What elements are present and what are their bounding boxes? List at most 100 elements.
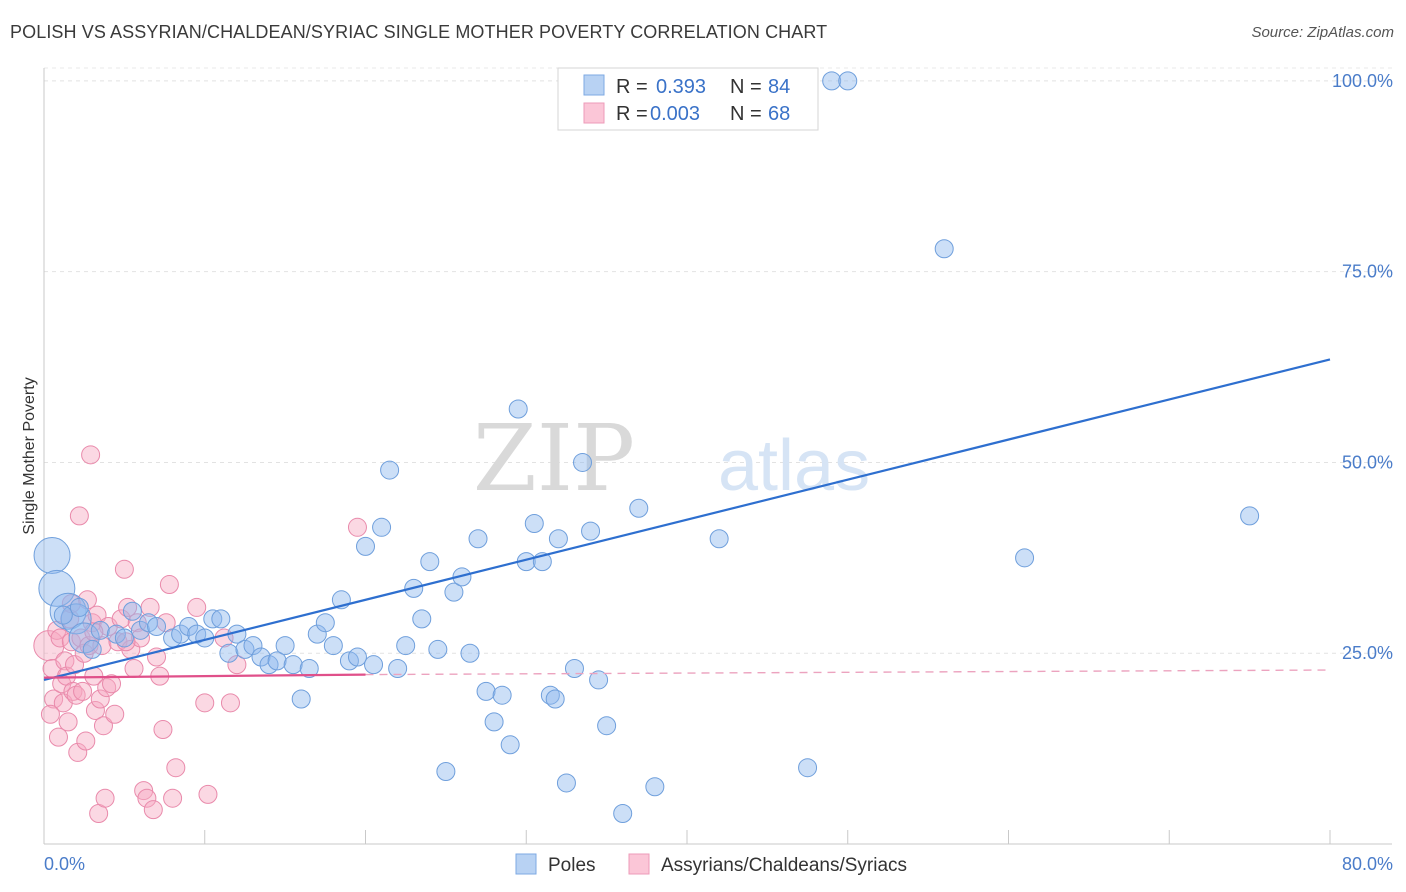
gridlines	[44, 67, 1392, 654]
poles-point-71	[645, 777, 665, 797]
poles-point-73	[798, 758, 818, 778]
legend-r-value-poles: 0.393	[656, 76, 706, 98]
poles-point-83	[69, 597, 89, 617]
assyrians-point-64	[48, 727, 68, 747]
poles-point-62	[548, 529, 568, 549]
poles-point-23	[243, 636, 263, 656]
assyrians-point-20	[76, 731, 96, 751]
poles-point-47	[436, 762, 456, 782]
legend-r-label-poles: R =	[616, 76, 648, 98]
y-tick-label-3: 100.0%	[1332, 71, 1393, 91]
poles-point-72	[709, 529, 729, 549]
poles-point-24	[251, 647, 271, 667]
y-tick-labels: 25.0% 50.0% 75.0% 100.0%	[1332, 71, 1393, 663]
poles-point-40	[380, 460, 400, 480]
assyrians-point-9	[58, 712, 78, 732]
assyrians-trend-line	[43, 673, 366, 679]
poles-point-29	[299, 658, 319, 678]
assyrians-point-7	[55, 651, 75, 671]
y-tick-label-0: 25.0%	[1342, 643, 1393, 663]
assyrians-point-61	[227, 655, 247, 675]
poles-point-78	[1240, 506, 1260, 526]
poles-point-58	[524, 513, 544, 533]
poles-point-52	[476, 681, 496, 701]
assyrians-point-45	[134, 781, 154, 801]
assyrians-point-32	[95, 788, 115, 808]
poles-point-65	[573, 452, 593, 472]
poles-point-36	[347, 647, 367, 667]
assyrians-point-18	[73, 681, 93, 701]
poles-point-6	[90, 620, 110, 640]
axes	[43, 68, 1392, 845]
assyrians-point-60	[220, 693, 240, 713]
poles-point-48	[444, 582, 464, 602]
poles-point-19	[211, 609, 231, 629]
legend-n-label-poles: N =	[730, 76, 762, 98]
poles-point-63	[556, 773, 576, 793]
bottom-legend-label-assyrians: Assyrians/Chaldeans/Syriacs	[661, 855, 907, 876]
bottom-legend-swatch-assyrians	[628, 853, 650, 875]
poles-point-70	[629, 498, 649, 518]
poles-point-42	[396, 636, 416, 656]
assyrians-point-62	[347, 517, 367, 537]
poles-trend-line	[43, 358, 1331, 681]
poles-point-8	[114, 628, 134, 648]
assyrians-point-58	[198, 784, 218, 804]
poles-point-66	[581, 521, 601, 541]
poles-point-20	[219, 643, 239, 663]
assyrians-point-31	[93, 716, 113, 736]
poles-point-38	[364, 655, 384, 675]
poles-point-2	[49, 592, 87, 630]
legend-box: R = 0.393 N = 84 R = 0.003 N = 68	[557, 67, 819, 131]
poles-point-77	[1015, 548, 1035, 568]
assyrians-point-53	[159, 575, 179, 595]
bottom-legend-swatch-poles	[515, 853, 537, 875]
poles-point-69	[613, 803, 633, 823]
assyrians-point-44	[130, 628, 150, 648]
poles-point-5	[82, 639, 102, 659]
chart-title: POLISH VS ASSYRIAN/CHALDEAN/SYRIAC SINGL…	[10, 22, 828, 42]
y-axis-label: Single Mother Poverty	[21, 377, 38, 534]
assyrians-point-12	[63, 681, 83, 701]
poles-point-27	[275, 636, 295, 656]
poles-point-33	[323, 636, 343, 656]
poles-point-53	[484, 712, 504, 732]
poles-point-12	[147, 617, 167, 637]
bottom-legend-label-poles: Poles	[548, 855, 596, 876]
poles-point-67	[589, 670, 609, 690]
poles-point-28	[283, 655, 303, 675]
assyrians-point-0	[33, 630, 65, 662]
poles-point-14	[171, 624, 191, 644]
assyrians-point-57	[195, 693, 215, 713]
x-tick-label-min: 0.0%	[44, 854, 85, 874]
poles-point-76	[934, 239, 954, 259]
assyrians-point-51	[153, 720, 173, 740]
poles-point-54	[492, 685, 512, 705]
poles-point-32	[315, 613, 335, 633]
poles-point-1	[38, 569, 76, 607]
assyrians-point-26	[85, 700, 105, 720]
legend-r-value-assyrians: 0.003	[650, 103, 700, 125]
poles-point-31	[307, 624, 327, 644]
poles-point-82	[53, 605, 73, 625]
poles-point-55	[500, 735, 520, 755]
assyrians-point-48	[143, 800, 163, 820]
assyrians-point-63	[40, 704, 60, 724]
poles-point-3	[60, 603, 92, 635]
poles-point-41	[388, 658, 408, 678]
legend-r-label-assyrians: R =	[616, 103, 648, 125]
legend-swatch-poles	[583, 74, 605, 96]
watermark: ZIP atlas	[473, 405, 870, 512]
poles-point-18	[203, 609, 223, 629]
assyrians-point-15	[68, 742, 88, 762]
poles-point-15	[179, 617, 199, 637]
y-tick-label-2: 75.0%	[1342, 262, 1393, 282]
chart-source: Source: ZipAtlas.com	[1251, 24, 1394, 41]
assyrians-trend-extension	[365, 669, 1331, 676]
poles-point-10	[130, 620, 150, 640]
watermark-zip: ZIP	[473, 405, 635, 512]
poles-point-74	[822, 71, 842, 91]
poles-point-30	[291, 689, 311, 709]
assyrians-point-42	[124, 658, 144, 678]
